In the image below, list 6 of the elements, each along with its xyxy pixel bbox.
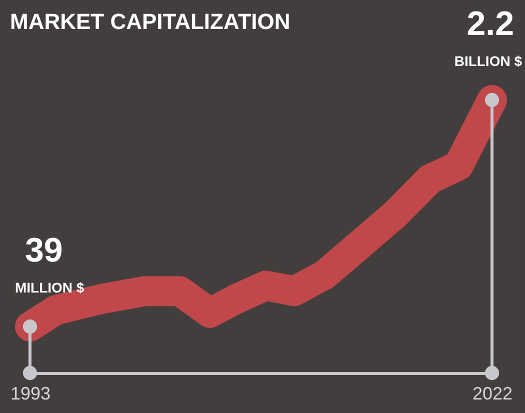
text: 2.2 (466, 5, 514, 43)
text: BILLION $ (454, 53, 522, 69)
annotation: 39 (25, 232, 63, 270)
chart-title: MARKET CAPITALIZATION (10, 9, 290, 34)
x-tick-label: 1993 (10, 384, 51, 404)
x-tick-label: 2022 (472, 384, 513, 404)
